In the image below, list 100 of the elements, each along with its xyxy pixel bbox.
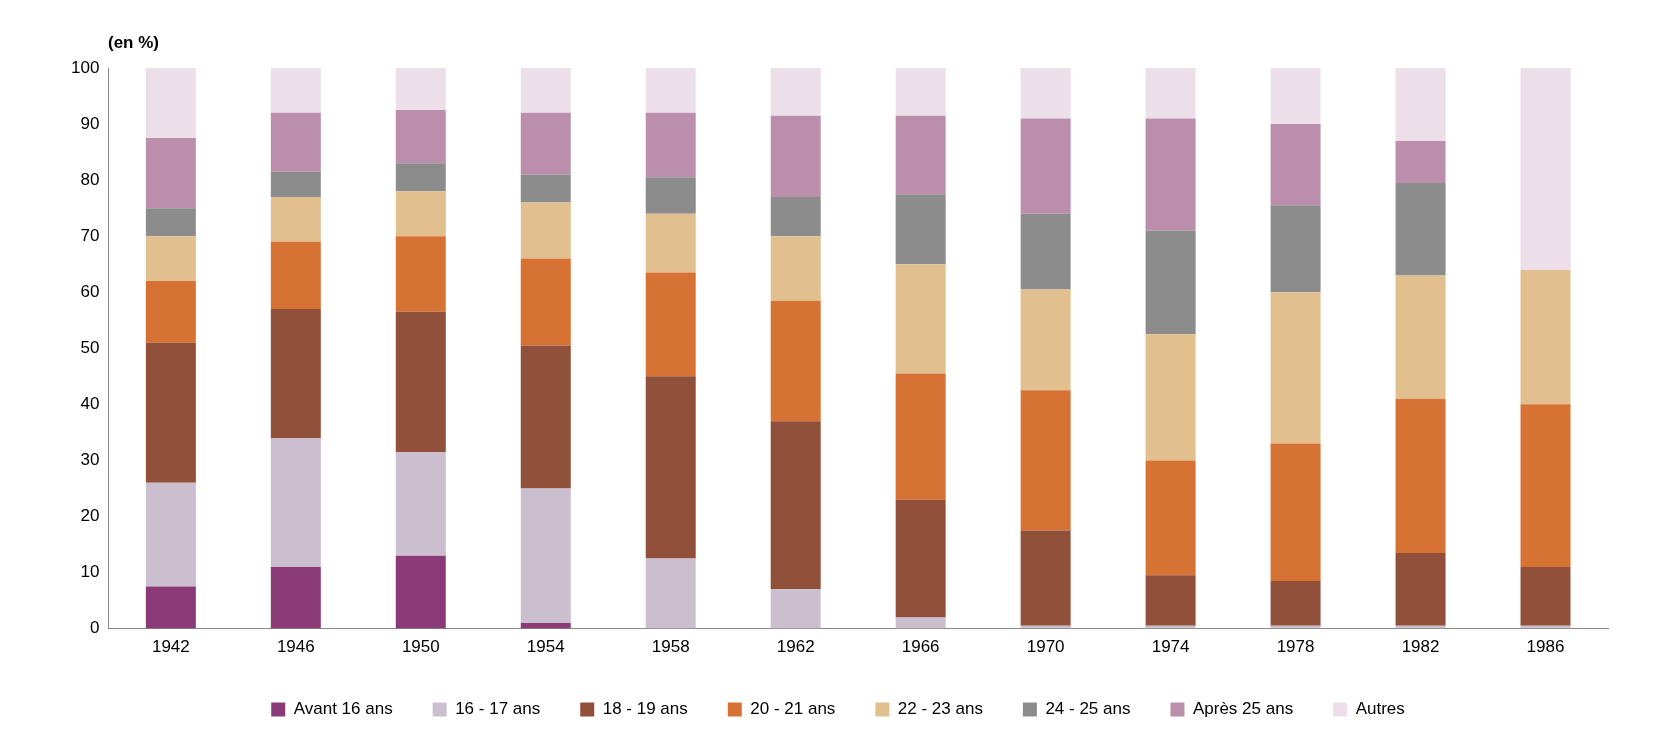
bar [270,566,321,629]
bar [1520,269,1571,405]
legend-label: 24 - 25 ans [1045,699,1131,719]
bar [270,196,321,242]
bar [895,499,946,618]
y-tick-label: 40 [80,394,100,414]
y-axis-title: (en %) [108,33,159,53]
bar [770,421,821,590]
bar [895,373,946,500]
bar [770,68,821,116]
bar [1395,140,1446,183]
bar [1395,182,1446,276]
y-tick-label: 30 [80,450,100,470]
bar [520,345,571,489]
bar [895,194,946,265]
bar [1145,230,1196,335]
x-tick-label: 1966 [901,637,940,657]
bar [1020,390,1071,531]
bar [645,272,696,377]
bar [1145,460,1196,576]
bar [645,376,696,559]
bar [645,177,696,214]
legend-label: 18 - 19 ans [602,699,688,719]
bar [520,488,571,623]
x-tick-label: 1970 [1026,637,1065,657]
bar [395,236,446,312]
bar [520,202,571,259]
bar [770,196,821,237]
bar [395,452,446,556]
bar [1395,68,1446,141]
bar [1395,275,1446,399]
bar [145,586,196,629]
y-tick-label: 20 [80,506,100,526]
bar [1145,118,1196,231]
y-tick-label: 90 [80,113,100,133]
bar [270,241,321,310]
bar [645,558,696,629]
x-tick-label: 1986 [1526,637,1565,657]
y-tick-label: 0 [89,618,100,638]
legend-label: Après 25 ans [1192,699,1294,719]
bar [395,191,446,237]
bar [770,115,821,197]
legend-label: 16 - 17 ans [455,699,541,719]
y-tick-label: 10 [80,562,100,582]
bar [1145,68,1196,119]
x-tick-label: 1954 [526,637,565,657]
bar [395,68,446,111]
bar [1270,580,1321,626]
bar [270,309,321,438]
bar [1520,566,1571,626]
bar [770,300,821,422]
bar [145,342,196,483]
bar [270,112,321,172]
bar [145,236,196,282]
bar [395,163,446,192]
bar [270,171,321,197]
bar [145,281,196,343]
bar [770,589,821,629]
x-tick-label: 1982 [1401,637,1440,657]
bar [645,112,696,178]
bar [270,68,321,113]
legend-label: Autres [1355,699,1405,719]
bar [145,68,196,139]
y-tick-label: 80 [80,169,100,189]
bar [145,208,196,237]
bar [645,213,696,273]
x-tick-label: 1974 [1151,637,1190,657]
x-tick-label: 1950 [401,637,440,657]
legend-label: Avant 16 ans [293,699,393,719]
bar [1020,289,1071,391]
y-tick-label: 100 [70,57,100,77]
bar [645,68,696,113]
x-tick-label: 1942 [151,637,190,657]
bar [1520,404,1571,567]
bar [145,138,196,209]
bar [395,110,446,164]
x-tick-label: 1978 [1276,637,1315,657]
bar [1020,118,1071,214]
bar [1395,398,1446,553]
x-tick-label: 1962 [776,637,815,657]
bar [1020,68,1071,119]
x-tick-label: 1946 [276,637,315,657]
bar [1145,575,1196,626]
y-tick-label: 50 [80,337,100,357]
bar [520,68,571,113]
bar [395,555,446,629]
bar [1270,292,1321,444]
bar [1270,205,1321,293]
bar [520,174,571,203]
bar [895,617,946,629]
bar [1270,443,1321,581]
bar [145,482,196,587]
bar [520,112,571,175]
bar [520,258,571,346]
bar [1270,68,1321,125]
bar [1145,334,1196,461]
bar [895,115,946,195]
bar [895,68,946,116]
bar [270,438,321,567]
bar [1520,68,1571,270]
